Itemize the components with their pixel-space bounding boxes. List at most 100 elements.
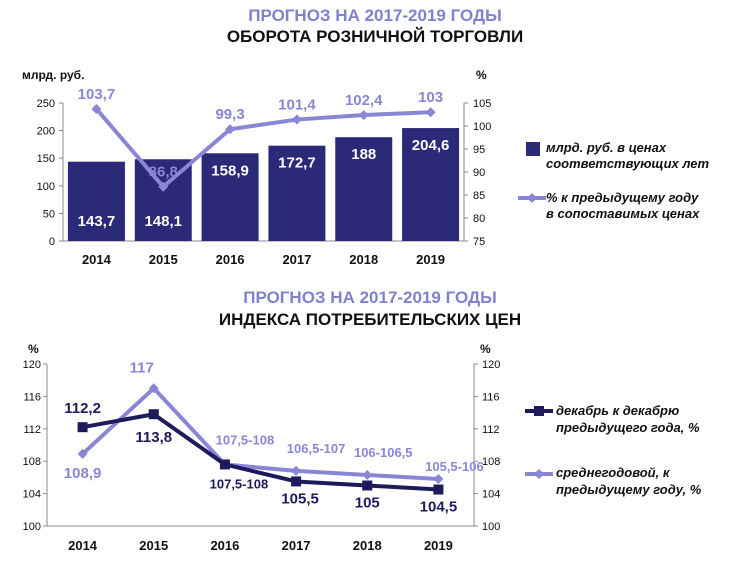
chart2-y-tick-label: 100: [23, 521, 41, 533]
chart2-legend-dark-marker: [534, 406, 544, 416]
chart2-legend-light-marker: [534, 469, 544, 479]
chart2-average-label: 106,5-107: [287, 441, 346, 456]
chart2-subtitle: ИНДЕКСА ПОТРЕБИТЕЛЬСКИХ ЦЕН: [219, 310, 521, 329]
chart2-series-average: [81, 386, 439, 482]
chart1-line-point: [425, 107, 436, 118]
chart1-y-tick-label: 50: [43, 208, 55, 220]
chart1-line-point: [225, 124, 236, 135]
chart1-subtitle: ОБОРОТА РОЗНИЧНОЙ ТОРГОВЛИ: [227, 27, 523, 46]
chart2-average-point: [291, 465, 302, 476]
chart1-y2-tick-label: 75: [473, 236, 485, 248]
chart2-legend-dark-label: декабрь к декабрю предыдущего года, %: [556, 403, 700, 435]
chart1-line-label: 102,4: [345, 92, 383, 109]
chart1-bar: [402, 128, 460, 241]
chart1-legend-bar-line2: соответствующих лет: [546, 156, 710, 171]
chart1-line-point: [158, 181, 169, 192]
chart1-line-point: [91, 103, 102, 114]
chart1-bar-label: 148,1: [144, 213, 182, 230]
chart1-bar: [201, 153, 259, 241]
chart1-line-label: 86,8: [149, 164, 178, 181]
chart2-y-tick-label: 112: [23, 424, 41, 436]
chart2-legend-dark-line2: предыдущего года, %: [556, 420, 700, 435]
chart2-average-point: [77, 448, 88, 459]
chart1-y2-axis-label: %: [476, 68, 487, 82]
chart1-y2-tick-label: 105: [473, 98, 491, 110]
chart2-average-label: 108,9: [64, 465, 102, 482]
chart1-y-tick-label: 250: [37, 98, 55, 110]
chart1-line-label: 103,7: [78, 86, 116, 103]
chart2-average-point: [362, 469, 373, 480]
chart1-bar-label: 143,7: [78, 213, 116, 230]
chart2-title: ПРОГНОЗ НА 2017-2019 ГОДЫ: [243, 288, 497, 307]
chart2-x-tick-label: 2018: [353, 538, 382, 553]
chart1-y2-tick-label: 90: [473, 167, 485, 179]
chart2-december-point: [219, 459, 230, 470]
chart2-average-label: 105,5-106: [425, 459, 484, 474]
chart2-average-label: 117: [130, 359, 154, 376]
chart1-x-tick-label: 2016: [216, 252, 245, 267]
chart2-legend-light-line1: среднегодовой, к: [556, 465, 671, 480]
chart2-december-point: [148, 409, 159, 420]
chart1-legend-bar-swatch: [526, 142, 540, 156]
chart2-average-label: 106-106,5: [354, 445, 413, 460]
chart1-title: ПРОГНОЗ НА 2017-2019 ГОДЫ: [248, 6, 502, 25]
chart1-y-tick-label: 0: [49, 236, 55, 248]
chart1-line-label: 103: [418, 89, 443, 106]
chart1-x-tick-label: 2018: [349, 252, 378, 267]
chart2-y2-tick-label: 120: [482, 359, 500, 371]
chart1-line-point: [291, 114, 302, 125]
chart2-y2-tick-label: 116: [482, 391, 500, 403]
chart2-y-tick-label: 120: [23, 359, 41, 371]
chart2-december-point: [433, 484, 444, 495]
chart2-y2-tick-label: 100: [482, 521, 500, 533]
chart2-december-label: 105: [355, 495, 380, 512]
chart1-legend-line-marker: [527, 193, 537, 203]
chart1-bar-label: 172,7: [278, 155, 316, 172]
chart1-y-tick-label: 100: [37, 181, 55, 193]
chart1-legend-bar-line1: млрд. руб. в ценах: [546, 140, 667, 155]
chart1-bar: [268, 145, 326, 241]
chart1-x-tick-label: 2017: [282, 252, 311, 267]
chart1-y-tick-label: 150: [37, 153, 55, 165]
chart-marks: 0 50 100 150 200 250 75 80 85 90 95 100 105 2014 2015 2…: [23, 86, 501, 553]
chart2-x-tick-label: 2016: [210, 538, 239, 553]
chart2-december-label: 105,5: [281, 490, 319, 507]
chart1-legend-bar-label: млрд. руб. в ценах соответствующих лет: [546, 140, 710, 171]
chart1-line-label: 101,4: [278, 97, 316, 114]
chart1-bar-label: 204,6: [412, 137, 450, 154]
chart1-legend-line-line1: % к предыдущему году: [546, 190, 699, 205]
chart1-bar-label: 158,9: [211, 162, 249, 179]
chart1-x-tick-label: 2014: [82, 252, 112, 267]
chart2-y2-tick-label: 108: [482, 456, 500, 468]
chart1-y-axis-label: млрд. руб.: [22, 68, 84, 82]
chart2-series-december: [82, 412, 439, 492]
chart2-y2-axis-label: %: [480, 342, 491, 356]
chart1-x-tick-label: 2015: [149, 252, 178, 267]
chart2-december-label: 112,2: [64, 400, 101, 417]
chart1-y-tick-label: 200: [37, 126, 55, 138]
chart1-line-point: [358, 109, 369, 120]
chart1-bar: [67, 161, 125, 241]
chart2-december-label: 107,5-108: [210, 476, 269, 491]
chart1-legend-line-label: % к предыдущему году в сопоставимых цена…: [546, 190, 702, 221]
chart2-y-tick-label: 108: [23, 456, 41, 468]
chart2-december-point: [77, 422, 88, 433]
chart2-y-tick-label: 116: [23, 391, 41, 403]
chart2-december-label: 113,8: [135, 429, 172, 446]
chart2-x-tick-label: 2014: [68, 538, 98, 553]
chart2-legend-dark-line1: декабрь к декабрю: [556, 403, 679, 418]
chart2-december-point: [362, 480, 373, 491]
chart2-y-tick-label: 104: [23, 489, 41, 501]
chart1-x-tick-label: 2019: [416, 252, 445, 267]
chart1-bar-label: 188: [351, 146, 376, 163]
chart1-y2-tick-label: 85: [473, 190, 485, 202]
chart2-average-point: [433, 474, 444, 485]
chart1-line-label: 99,3: [215, 106, 244, 123]
chart1-legend-line-line2: в сопоставимых ценах: [546, 206, 700, 221]
chart2-x-tick-label: 2019: [424, 538, 453, 553]
chart1-bar: [335, 137, 393, 241]
chart2-average-label: 107,5-108: [216, 432, 275, 447]
chart2-y2-tick-label: 104: [482, 489, 500, 501]
